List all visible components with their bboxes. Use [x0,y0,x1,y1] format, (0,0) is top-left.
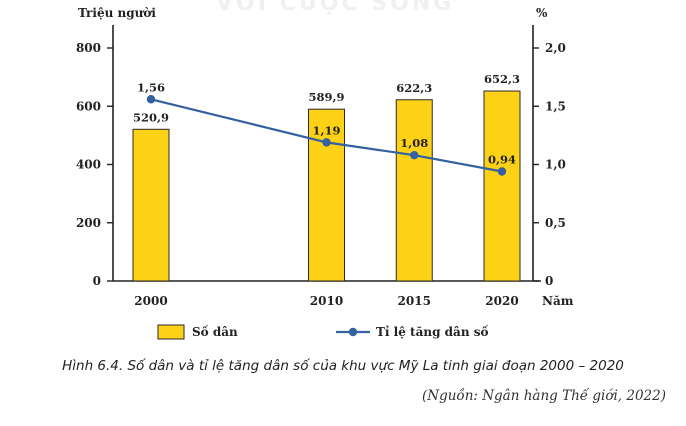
legend-swatch-bar [157,324,185,340]
y-right-axis-title: % [536,6,548,20]
line-series-growth-rate: 1,56 1,19 1,08 0,94 [137,80,516,176]
y-right-tick-label: 1,0 [545,158,566,172]
x-axis-title: Năm [542,294,574,308]
watermark: VỚI CUỘC SỐNG [216,0,455,16]
y-left-tick-label: 800 [76,41,101,55]
legend-label-line: Tỉ lệ tăng dân số [376,324,488,339]
y-left-tick-label: 200 [76,216,101,230]
bar [395,99,433,282]
growth-rate-line [150,98,503,173]
axes: 0 200 400 600 800 0 0,5 1,0 1,5 2,0 Triệu người % Nă… [76,6,574,308]
y-left-tick-label: 400 [76,158,101,172]
bar-value-label: 589,9 [308,90,344,104]
bar [483,90,521,282]
legend: Số dân Tỉ lệ tăng dân số [157,324,488,340]
figure-caption: Hình 6.4. Số dân và tỉ lệ tăng dân số củ… [62,358,624,374]
bar [308,108,345,282]
x-tick-label: 2010 [310,294,343,308]
y-left-tick-label: 0 [93,274,101,288]
y-left-tick-label: 600 [76,99,101,113]
bar-value-label: 520,9 [133,110,169,124]
y-right-tick-label: 1,5 [545,99,566,113]
y-right-tick-label: 0 [545,274,553,288]
legend-label-bar: Số dân [192,324,238,339]
line-value-label: 1,56 [137,80,165,94]
y-left-axis-title: Triệu người [78,6,156,20]
y-right-tick-label: 0,5 [545,216,566,230]
line-value-label: 0,94 [488,152,516,166]
bar [132,128,170,282]
x-tick-label: 2020 [485,294,518,308]
bar-value-label: 622,3 [396,81,432,95]
bar-series-population: 520,9 589,9 622,3 652,3 [132,72,521,282]
line-point [497,167,507,176]
line-value-label: 1,19 [312,123,340,137]
bar-value-label: 652,3 [484,72,520,86]
y-right-tick-label: 2,0 [545,41,566,55]
figure-source: (Nguồn: Ngân hàng Thế giới, 2022) [422,388,666,404]
x-tick-label: 2000 [134,294,167,308]
line-point [410,150,419,160]
legend-swatch-marker [348,327,358,337]
line-point [146,95,156,104]
line-point [322,138,331,147]
x-tick-label: 2015 [398,294,431,308]
line-value-label: 1,08 [400,136,428,150]
